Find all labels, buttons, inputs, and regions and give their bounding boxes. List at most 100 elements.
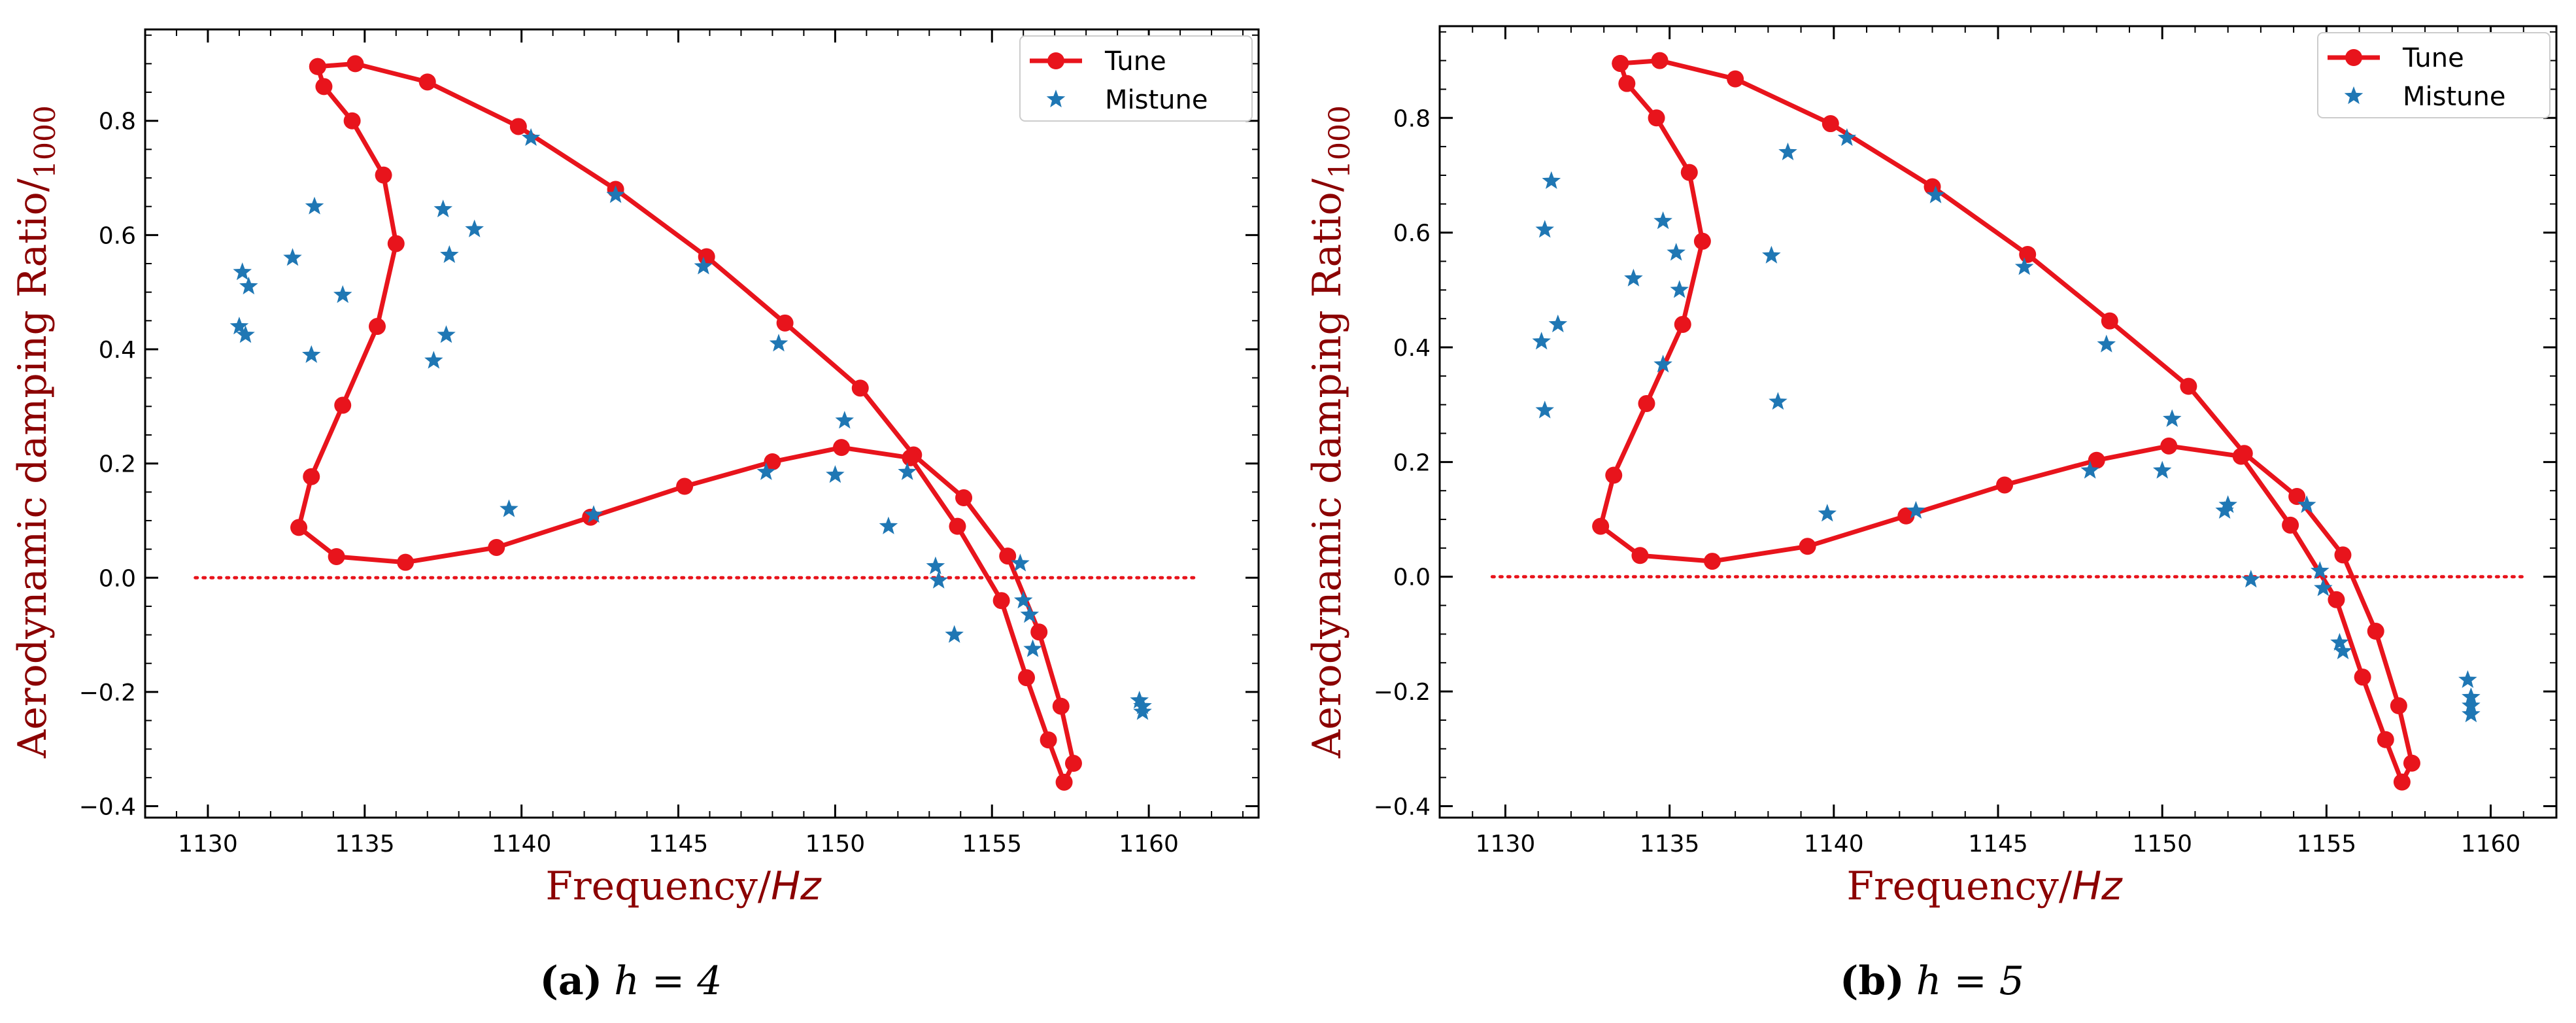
tune-point-a <box>334 396 352 414</box>
y-axis-label-a: Aerodynamic damping Ratio/1000 <box>10 105 62 759</box>
tune-point-a <box>955 489 973 507</box>
y-tick-label-b: 0.6 <box>1393 220 1431 247</box>
x-axis-label-a: Frequency/Hz <box>545 863 822 909</box>
mistune-point-b <box>1535 400 1554 419</box>
tune-point-a <box>397 553 415 571</box>
tune-point-b <box>2232 447 2250 465</box>
tune-point-a <box>315 78 333 95</box>
tune-point-b <box>2019 245 2037 263</box>
axes-frame-a <box>144 28 1260 819</box>
mistune-point-a <box>769 334 788 352</box>
mistune-point-b <box>2297 495 2316 513</box>
mistune-point-a <box>521 128 541 146</box>
tune-point-b <box>2180 377 2197 395</box>
tune-point-a <box>1040 731 1057 749</box>
tune-point-a <box>776 314 794 332</box>
tune-point-b <box>2403 754 2420 772</box>
mistune-point-a <box>333 285 352 303</box>
tune-point-a <box>1064 755 1082 772</box>
mistune-point-a <box>433 199 452 218</box>
x-tick-label-b: 1135 <box>1640 831 1700 858</box>
y-tick-label-b: 0.2 <box>1393 449 1431 476</box>
y-tick-label-a: 0.0 <box>99 565 136 592</box>
y-tick-label-a: 0.2 <box>99 451 136 478</box>
x-tick-label-a: 1150 <box>805 831 866 858</box>
tune-point-a <box>999 547 1017 565</box>
tune-point-a <box>309 58 326 75</box>
tune-point-a <box>949 517 966 535</box>
tune-point-a <box>347 55 364 73</box>
tune-point-b <box>2101 312 2118 330</box>
x-tick-label-a: 1145 <box>649 831 709 858</box>
x-tick-label-b: 1150 <box>2132 831 2192 858</box>
mistune-point-b <box>1624 268 1643 286</box>
tune-point-b <box>1799 538 1816 555</box>
mistune-point-a <box>233 262 252 281</box>
y-tick-label-a: −0.4 <box>79 794 136 821</box>
mistune-point-a <box>756 462 776 480</box>
x-tick-label-b: 1160 <box>2461 831 2521 858</box>
mistune-point-a <box>440 245 459 263</box>
tune-point-b <box>1618 75 1636 92</box>
tune-point-b <box>1693 232 1711 250</box>
mistune-point-b <box>1535 220 1554 238</box>
tune-point-a <box>328 547 345 565</box>
mistune-point-b <box>2458 670 2477 688</box>
tune-point-b <box>1727 70 1744 88</box>
mistune-point-a <box>465 219 484 237</box>
mistune-point-b <box>1907 500 1925 519</box>
mistune-point-b <box>2097 334 2116 353</box>
tune-point-a <box>1030 623 1048 641</box>
y-tick-label-b: −0.4 <box>1374 793 1431 820</box>
mistune-point-b <box>1548 314 1568 333</box>
mistune-point-a <box>929 570 948 589</box>
tune-point-a <box>992 592 1010 610</box>
x-tick-label-b: 1130 <box>1476 831 1536 858</box>
mistune-point-b <box>2218 495 2237 513</box>
legend-label-mistune-a: Mistune <box>1105 85 1208 115</box>
y-tick-label-a: 0.4 <box>99 337 136 364</box>
tune-point-b <box>1822 115 1839 133</box>
mistune-point-a <box>1133 702 1152 720</box>
tune-point-b <box>2334 546 2352 564</box>
tune-point-a <box>1052 697 1070 715</box>
mistune-point-a <box>694 256 713 275</box>
mistune-point-a <box>879 516 898 534</box>
legend-mistune-marker-a <box>1046 90 1066 108</box>
tune-point-a <box>1018 669 1036 687</box>
mistune-point-b <box>1769 392 1788 410</box>
mistune-point-b <box>1670 280 1689 298</box>
tune-point-a <box>902 449 919 466</box>
mistune-point-a <box>1023 639 1042 657</box>
mistune-point-a <box>1013 591 1033 609</box>
tune-point-a <box>509 118 527 135</box>
tune-point-b <box>2288 487 2306 505</box>
tune-point-b <box>2367 623 2384 640</box>
mistune-point-b <box>2014 257 2034 275</box>
mistune-point-b <box>2462 704 2481 723</box>
mistune-point-b <box>1778 142 1797 160</box>
mistune-point-b <box>2314 578 2333 597</box>
tune-point-b <box>1703 553 1721 570</box>
legend-box-b <box>2317 32 2551 118</box>
mistune-point-b <box>2333 641 2352 659</box>
tune-point-a <box>375 166 392 184</box>
mistune-point-b <box>2080 460 2099 479</box>
y-tick-label-a: 0.8 <box>99 109 136 135</box>
x-tick-label-a: 1135 <box>335 831 395 858</box>
mistune-point-a <box>229 317 249 335</box>
legend-a: Tune Mistune <box>1019 35 1253 122</box>
mistune-point-b <box>1653 355 1672 373</box>
tune-point-a <box>676 477 694 495</box>
tune-point-a <box>303 468 320 485</box>
chart-panel-a: Frequency/Hz Aerodynamic damping Ratio/1… <box>10 28 1260 1004</box>
legend-b: Tune Mistune <box>2317 32 2551 118</box>
tune-point-a <box>418 73 436 91</box>
y-tick-label-b: −0.2 <box>1374 679 1431 706</box>
mistune-point-a <box>302 345 321 363</box>
chart-panel-b: Frequency/Hz Aerodynamic damping Ratio/1… <box>1304 25 2558 1004</box>
mistune-point-a <box>424 351 443 369</box>
tune-point-b <box>2377 731 2394 748</box>
mistune-point-a <box>239 276 258 295</box>
